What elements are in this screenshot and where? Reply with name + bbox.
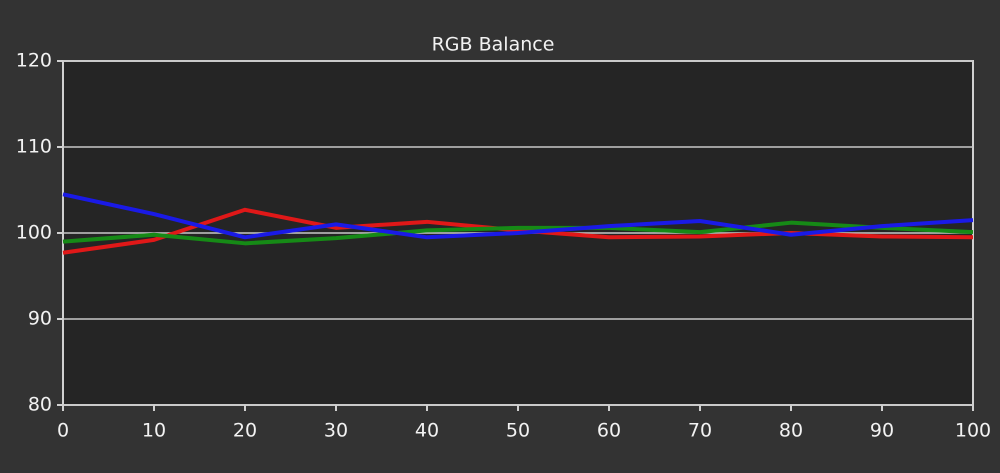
y-tick-label: 100 [16,222,52,244]
x-tick-label: 40 [415,420,439,442]
y-tick-label: 80 [28,394,52,416]
x-tick-label: 20 [233,420,257,442]
y-tick-label: 110 [16,136,52,158]
x-tick-label: 30 [324,420,348,442]
y-tick-label: 90 [28,308,52,330]
series-line [62,207,974,255]
y-tick-label: 120 [16,50,52,72]
series-line [62,192,974,240]
x-tick-label: 100 [955,420,991,442]
x-tick-label: 50 [506,420,530,442]
x-tick-label: 70 [688,420,712,442]
x-tick-label: 0 [57,420,69,442]
series-line [62,220,974,246]
x-tick-label: 80 [779,420,803,442]
x-tick-label: 90 [870,420,894,442]
chart-title: RGB Balance [432,34,555,56]
x-tick-label: 60 [597,420,621,442]
x-tick-label: 10 [142,420,166,442]
